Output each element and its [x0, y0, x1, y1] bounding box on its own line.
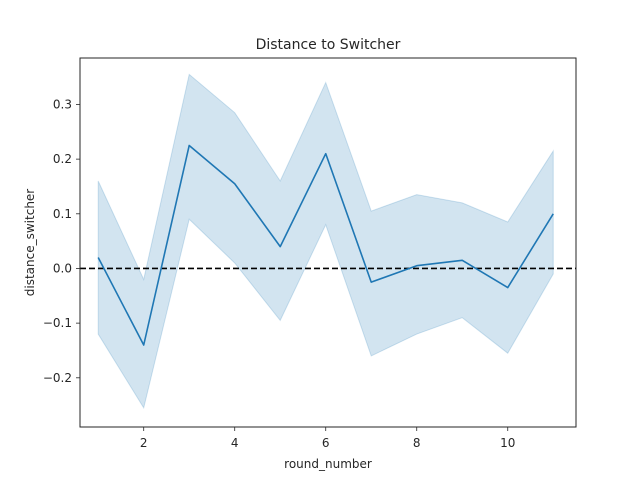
x-axis-label: round_number — [284, 457, 372, 471]
plot-frame — [79, 57, 577, 428]
y-tick-label: 0.0 — [53, 261, 72, 275]
y-axis-label: distance_switcher — [23, 189, 37, 297]
y-axis: −0.2 −0.1 0.0 0.1 0.2 0.3 — [43, 97, 80, 385]
y-tick-label: 0.1 — [53, 207, 72, 221]
y-tick-label: −0.1 — [43, 316, 72, 330]
x-tick-label: 2 — [140, 436, 148, 450]
y-tick-label: 0.2 — [53, 152, 72, 166]
x-tick-label: 6 — [322, 436, 330, 450]
plot-area — [79, 57, 577, 428]
x-tick-label: 4 — [231, 436, 239, 450]
y-tick-label: −0.2 — [43, 371, 72, 385]
chart-title: Distance to Switcher — [256, 37, 401, 53]
y-tick-label: 0.3 — [53, 97, 72, 111]
data-layer — [80, 73, 576, 410]
x-tick-label: 8 — [413, 436, 421, 450]
confidence-band — [97, 73, 554, 410]
x-tick-label: 10 — [500, 436, 515, 450]
x-axis: 2 4 6 8 10 — [140, 427, 515, 450]
